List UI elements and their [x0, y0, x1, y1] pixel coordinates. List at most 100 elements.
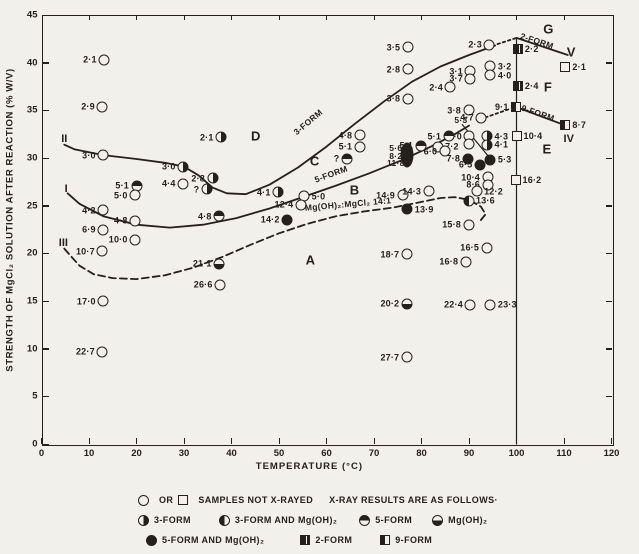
symbol-r: [177, 161, 189, 173]
legend-text: 5-FORM AND Mg(OH)₂: [162, 535, 265, 545]
symbol-o: [460, 256, 472, 268]
y-tick: [41, 109, 49, 112]
y-tick-right: [605, 205, 612, 207]
data-point: 5·1: [427, 130, 455, 142]
legend-item: [359, 514, 375, 526]
point-label: 2·1: [199, 132, 214, 143]
symbol-r: [481, 139, 493, 151]
point-label: 16·2: [522, 174, 542, 185]
point-label: 23·3: [497, 299, 517, 310]
data-point: 8·6: [466, 179, 494, 191]
plot-frame: [41, 15, 614, 446]
data-point: 3·8: [447, 104, 475, 116]
x-tick-label: 40: [226, 448, 237, 459]
x-tick: [88, 438, 90, 444]
legend-item: [138, 494, 154, 506]
region-label-i: I: [64, 182, 68, 195]
data-point: 6·0: [424, 145, 451, 157]
data-point: 2·1: [200, 131, 227, 143]
point-label: 2·8: [386, 64, 401, 75]
data-point: 12·2: [471, 185, 503, 197]
region-label-d: D: [250, 128, 262, 144]
data-point: 2·8: [191, 172, 218, 184]
data-point: 8·7: [560, 119, 586, 130]
legend-item: [138, 514, 154, 526]
point-label: 4·8: [113, 215, 128, 226]
y-tick: [41, 157, 49, 159]
symbol-o: [439, 145, 451, 157]
point-label: ?: [193, 184, 200, 195]
data-point: 18·7: [380, 248, 413, 260]
y-tick-right: [605, 109, 612, 112]
point-label: 4·1: [256, 187, 271, 198]
y-tick-label: 30: [26, 152, 38, 164]
point-label: 26·6: [193, 279, 213, 290]
legend-item: 3-FORM: [154, 515, 191, 525]
symbol-o: [463, 138, 475, 150]
data-point: 4·1: [481, 139, 508, 151]
y-tick-right: [605, 157, 612, 159]
data-point: 16·2: [510, 174, 541, 185]
symbol-o: [97, 295, 109, 307]
data-point: 4·8: [114, 215, 141, 227]
point-label: 2·8: [191, 173, 205, 184]
symbol-o: [482, 179, 494, 191]
symbol-b: [401, 298, 413, 310]
symbol-o: [401, 351, 413, 363]
legend-item: 5-FORM: [375, 515, 412, 525]
symbol-o: [96, 101, 108, 113]
y-tick-label: 45: [26, 9, 38, 21]
data-point: 13·6: [463, 195, 495, 207]
x-tick-label: 20: [131, 448, 142, 459]
x-tick-label: 0: [38, 448, 45, 459]
y-tick-right: [605, 62, 612, 64]
legend-item: 9-FORM: [395, 535, 432, 545]
region-label-c: C: [309, 153, 321, 169]
x-tick: [563, 438, 565, 444]
data-point: 4·1: [257, 186, 284, 198]
symbol-o: [214, 279, 226, 291]
symbol-r: [201, 183, 213, 195]
data-point: 4·8: [339, 129, 366, 141]
symbol-o: [475, 112, 487, 124]
x-tick-label: 90: [463, 448, 475, 459]
x-tick-top: [278, 15, 280, 20]
region-label-g: G: [543, 21, 555, 37]
data-point: ?: [334, 153, 353, 165]
data-point: 4·0: [484, 69, 511, 81]
point-label: 22·7: [75, 346, 95, 357]
symbol-o: [96, 346, 108, 358]
data-point: 2·3: [468, 39, 495, 51]
point-label: 4·7: [460, 112, 474, 123]
point-label: 2·9: [81, 101, 95, 112]
data-point: 12·4: [275, 199, 307, 211]
x-tick-top: [231, 15, 233, 20]
point-label: 4·8: [338, 130, 353, 141]
point-label: 12·2: [484, 186, 503, 197]
point-label: 2·4: [524, 80, 539, 91]
y-tick: [41, 252, 49, 255]
point-label: 10·7: [75, 246, 95, 257]
legend-symbol-t: [359, 514, 371, 526]
y-tick-label: 20: [26, 247, 38, 259]
x-tick: [278, 438, 280, 444]
x-tick-top: [516, 15, 518, 20]
point-label: 2·4: [429, 82, 443, 93]
y-tick: [41, 443, 49, 445]
point-label: 14·3: [402, 186, 422, 197]
data-point: 14·2: [261, 214, 293, 226]
point-label: 8·6: [466, 179, 481, 190]
region-label-8-2: 8·2: [389, 150, 403, 161]
data-point: 16·5: [460, 242, 493, 254]
x-tick: [136, 438, 138, 444]
symbol-o: [471, 185, 483, 197]
legend-item: X-RAY RESULTS ARE AS FOLLOWS·: [329, 495, 498, 505]
symbol-o: [397, 189, 408, 201]
x-tick: [468, 438, 470, 444]
point-label: 10·4: [523, 131, 543, 142]
data-point: 4·7: [460, 112, 487, 124]
symbol-t: [443, 130, 455, 142]
y-tick-label: 35: [26, 104, 38, 116]
legend: OR SAMPLES NOT X-RAYED X-RAY RESULTS ARE A…: [138, 490, 498, 550]
